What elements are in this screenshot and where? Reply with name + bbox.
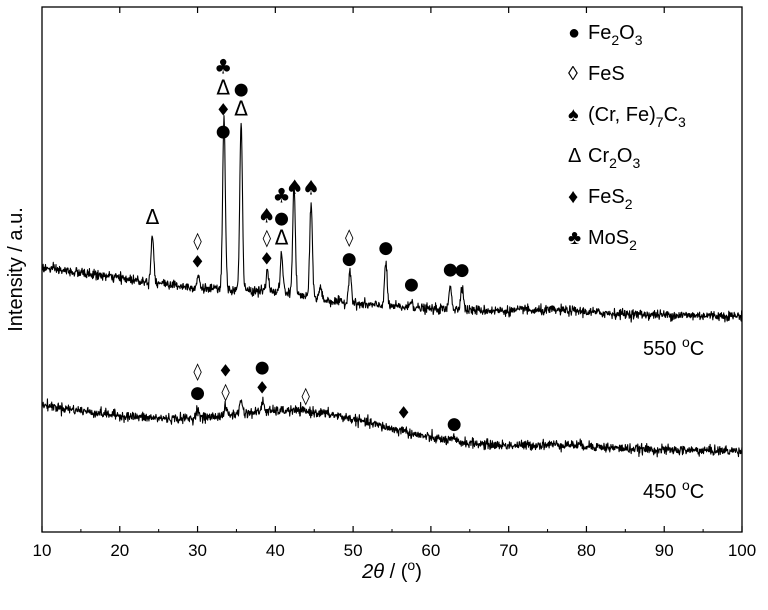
peak-marker: ♦ — [190, 253, 205, 273]
peak-marker: ● — [342, 249, 357, 269]
series-line-450C — [41, 396, 743, 458]
legend-entry: MoS2 — [588, 227, 637, 253]
peak-marker: ♦ — [396, 404, 411, 424]
peak-marker: ● — [216, 122, 231, 142]
x-tick-label: 30 — [188, 541, 207, 560]
peak-marker: ♠ — [286, 175, 304, 199]
peak-marker: ● — [190, 383, 205, 403]
peak-marker: ● — [274, 209, 289, 229]
peak-marker: ◊ — [301, 386, 310, 406]
legend: ● Fe2O3 ◊ FeS ♠ (Cr, Fe)7C3 Δ Cr2O3 ♦ FeS2 ♣ MoS2 — [568, 22, 686, 253]
peak-marker: ◊ — [221, 382, 230, 402]
x-tick-label: 20 — [110, 541, 129, 560]
peak-marker: ◊ — [263, 228, 272, 248]
x-tick-label: 90 — [655, 541, 674, 560]
peak-marker: Δ — [234, 96, 248, 120]
peak-marker: ♠ — [302, 176, 320, 200]
x-tick-label: 70 — [499, 541, 518, 560]
series-group — [41, 115, 743, 458]
peak-markers: Δ♦◊●♦Δ♣Δ●♦◊♠Δ●♣♠♠●◊●●●●●◊◊♦♦●◊♦● — [146, 55, 470, 434]
x-tick-label: 60 — [421, 541, 440, 560]
legend-symbol: ● — [568, 22, 580, 44]
x-tick-label: 40 — [266, 541, 285, 560]
series-label: 450 oC — [643, 477, 704, 503]
peak-marker: ◊ — [193, 362, 202, 382]
legend-entry: FeS2 — [588, 186, 633, 212]
peak-marker: ♦ — [259, 249, 274, 269]
peak-marker: ● — [443, 259, 458, 279]
legend-symbol: ♠ — [568, 104, 579, 126]
x-tick-label: 80 — [577, 541, 596, 560]
legend-symbol: ◊ — [568, 63, 578, 85]
peak-marker: ♦ — [218, 361, 233, 381]
axis-titles: 2θ / (o) Intensity / a.u. — [5, 207, 422, 583]
plot-border — [41, 6, 743, 533]
series-line-550C — [41, 115, 743, 323]
legend-entry: Cr2O3 — [588, 145, 640, 171]
peak-marker: ● — [455, 260, 470, 280]
legend-symbol: ♦ — [568, 186, 578, 208]
peak-marker: ◊ — [345, 228, 354, 248]
x-axis-title: 2θ / (o) — [361, 557, 422, 583]
x-axis: 10 20 30 40 50 60 70 80 90 100 — [33, 7, 756, 560]
peak-marker: ● — [255, 357, 270, 377]
legend-symbol: ♣ — [568, 227, 581, 249]
peak-marker: ● — [447, 414, 462, 434]
peak-marker: ♣ — [214, 55, 232, 79]
y-axis-title: Intensity / a.u. — [5, 207, 27, 332]
peak-marker: ♣ — [273, 184, 291, 208]
series-label: 550 oC — [643, 334, 704, 360]
peak-marker: ● — [234, 79, 249, 99]
legend-entry: FeS — [588, 63, 625, 85]
x-tick-label: 10 — [33, 541, 52, 560]
peak-marker: Δ — [216, 76, 230, 100]
peak-marker: Δ — [146, 205, 160, 229]
series-labels: 550 oC 450 oC — [643, 334, 704, 503]
peak-marker: ♦ — [254, 378, 269, 398]
plot-frame — [41, 6, 743, 533]
peak-marker: Δ — [275, 226, 289, 250]
legend-entry: Fe2O3 — [588, 22, 643, 48]
peak-marker: ● — [404, 275, 419, 295]
legend-symbol: Δ — [568, 145, 581, 167]
peak-marker: ◊ — [193, 232, 202, 252]
legend-entry: (Cr, Fe)7C3 — [588, 104, 686, 130]
x-tick-label: 100 — [728, 541, 756, 560]
peak-marker: ♠ — [258, 203, 276, 227]
peak-marker: ♦ — [216, 101, 231, 121]
peak-marker: ● — [378, 238, 393, 258]
x-tick-label: 50 — [344, 541, 363, 560]
